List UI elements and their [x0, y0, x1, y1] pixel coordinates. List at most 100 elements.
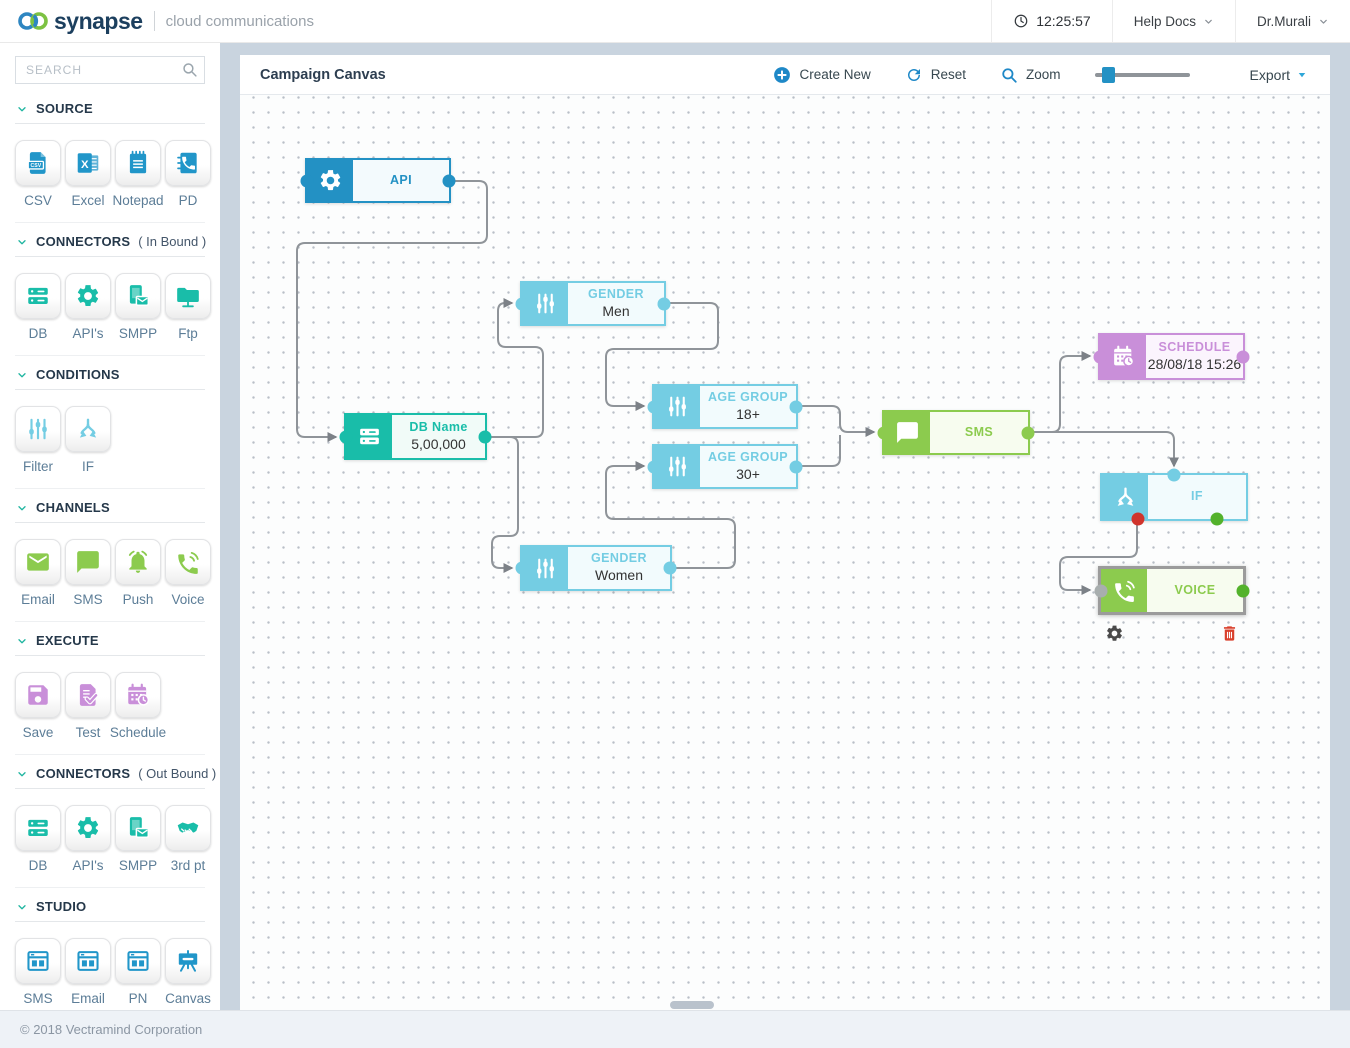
tile-label: SMS	[73, 592, 103, 607]
port-left[interactable]	[1094, 584, 1108, 597]
chevron-down-icon	[16, 369, 28, 381]
chevron-down-icon	[16, 103, 28, 115]
port-right[interactable]	[478, 430, 492, 443]
gear-icon	[75, 815, 101, 841]
port-left[interactable]	[647, 400, 661, 413]
tile-box	[115, 805, 161, 851]
section-header[interactable]: STUDIO	[15, 888, 205, 922]
synapse-logo-icon	[16, 7, 50, 35]
palette-item-ftp[interactable]: Ftp	[165, 273, 211, 341]
section-header[interactable]: EXECUTE	[15, 622, 205, 656]
export-button[interactable]: Export	[1250, 67, 1308, 83]
node-gender-men[interactable]: GENDER Men	[515, 281, 671, 326]
node-body: IF	[1148, 475, 1246, 519]
node-sms[interactable]: SMS	[877, 410, 1035, 455]
edge-age-30-to-sms	[798, 435, 841, 467]
palette-item-test[interactable]: Test	[65, 672, 111, 740]
node-schedule[interactable]: SCHEDULE 28/08/18 15:26	[1093, 333, 1250, 380]
node-age-18[interactable]: AGE GROUP 18+	[647, 384, 803, 429]
section-studio: STUDIO SMS Email PN Canvas	[15, 888, 211, 1010]
node-if[interactable]: IF	[1100, 468, 1248, 526]
palette-item-smpp[interactable]: SMPP	[115, 273, 161, 341]
zoom-slider[interactable]	[1094, 66, 1190, 83]
palette-item-sms[interactable]: SMS	[15, 938, 61, 1006]
help-docs-menu[interactable]: Help Docs	[1111, 0, 1235, 42]
palette-item-canvas[interactable]: Canvas	[165, 938, 211, 1006]
palette-item-filter[interactable]: Filter	[15, 406, 61, 474]
node-settings-gear-icon[interactable]	[1105, 624, 1124, 643]
clock-display: 12:25:57	[991, 0, 1112, 42]
node-api[interactable]: API	[300, 158, 456, 203]
horizontal-scrollbar-thumb[interactable]	[670, 1001, 714, 1009]
port-left[interactable]	[647, 460, 661, 473]
node-gender-women[interactable]: GENDER Women	[515, 545, 677, 591]
section-execute: EXECUTE Save Test Schedule	[15, 622, 205, 755]
port-left[interactable]	[515, 297, 529, 310]
port-bottom[interactable]	[1210, 512, 1224, 526]
phone-directory-icon	[175, 150, 201, 176]
section-connectors-outbound: CONNECTORS ( Out Bound ) DB API's SMPP 3rd pt	[15, 755, 216, 888]
node-age-30[interactable]: AGE GROUP 30+	[647, 444, 803, 489]
palette-item-sms[interactable]: SMS	[65, 539, 111, 607]
section-header[interactable]: CHANNELS	[15, 489, 205, 523]
reset-button[interactable]: Reset	[905, 66, 966, 84]
window-icon	[75, 948, 101, 974]
port-right[interactable]	[442, 174, 456, 187]
palette-item-email[interactable]: Email	[65, 938, 111, 1006]
chevron-down-icon	[1318, 16, 1329, 27]
port-left[interactable]	[1093, 350, 1107, 363]
node-delete-trash-icon[interactable]	[1220, 624, 1239, 643]
tiles-row: SMS Email PN Canvas	[15, 922, 211, 1010]
palette-item-email[interactable]: Email	[15, 539, 61, 607]
section-header[interactable]: CONDITIONS	[15, 356, 205, 390]
palette-item-schedule[interactable]: Schedule	[110, 672, 166, 740]
port-left[interactable]	[515, 561, 529, 575]
svg-text:X: X	[81, 159, 89, 171]
palette-item-if[interactable]: IF	[65, 406, 111, 474]
node-voice[interactable]: VOICE	[1094, 566, 1250, 641]
port-right[interactable]	[789, 400, 803, 413]
section-header[interactable]: SOURCE	[15, 90, 205, 124]
port-left[interactable]	[300, 174, 314, 187]
search-icon[interactable]	[181, 61, 198, 78]
port-left[interactable]	[877, 426, 891, 439]
palette-item-db[interactable]: DB	[15, 273, 61, 341]
port-right[interactable]	[1021, 426, 1035, 439]
palette-item-csv[interactable]: CSV CSV	[15, 140, 61, 208]
port-right[interactable]	[1236, 584, 1250, 597]
tile-label: Canvas	[165, 991, 211, 1006]
palette-item-save[interactable]: Save	[15, 672, 61, 740]
node-body: VOICE	[1147, 569, 1243, 612]
palette-item-db[interactable]: DB	[15, 805, 61, 873]
filter-sliders-icon	[533, 556, 558, 581]
port-bottom[interactable]	[1131, 512, 1145, 526]
port-right[interactable]	[789, 460, 803, 473]
palette-item-3rd-pt[interactable]: 3rd pt	[165, 805, 211, 873]
palette-item-api-s[interactable]: API's	[65, 273, 111, 341]
tile-box	[115, 672, 161, 718]
zoom-slider-handle[interactable]	[1101, 66, 1115, 83]
node-db[interactable]: DB Name 5,00,000	[339, 413, 492, 460]
section-header[interactable]: CONNECTORS ( Out Bound )	[15, 755, 216, 789]
palette-item-smpp[interactable]: SMPP	[115, 805, 161, 873]
palette-item-pn[interactable]: PN	[115, 938, 161, 1006]
palette-item-push[interactable]: Push	[115, 539, 161, 607]
port-left[interactable]	[339, 430, 353, 443]
tile-box	[15, 938, 61, 984]
port-right[interactable]	[1236, 350, 1250, 363]
user-menu[interactable]: Dr.Murali	[1234, 0, 1350, 42]
palette-item-pd[interactable]: PD	[165, 140, 211, 208]
palette-item-voice[interactable]: Voice	[165, 539, 211, 607]
palette-item-api-s[interactable]: API's	[65, 805, 111, 873]
section-header[interactable]: CONNECTORS ( In Bound )	[15, 223, 206, 257]
port-right[interactable]	[657, 297, 671, 310]
search-input[interactable]	[15, 56, 205, 84]
campaign-canvas[interactable]: API DB Name 5,00,000 GENDER Men AGE GROUP 18+ A…	[240, 95, 1330, 1010]
port-right[interactable]	[663, 561, 677, 575]
palette-item-notepad[interactable]: Notepad	[112, 140, 164, 208]
palette-item-excel[interactable]: X Excel	[65, 140, 111, 208]
port-top[interactable]	[1167, 468, 1181, 482]
node-icon-block	[884, 412, 930, 453]
create-new-button[interactable]: Create New	[773, 66, 871, 84]
export-label: Export	[1249, 66, 1290, 83]
